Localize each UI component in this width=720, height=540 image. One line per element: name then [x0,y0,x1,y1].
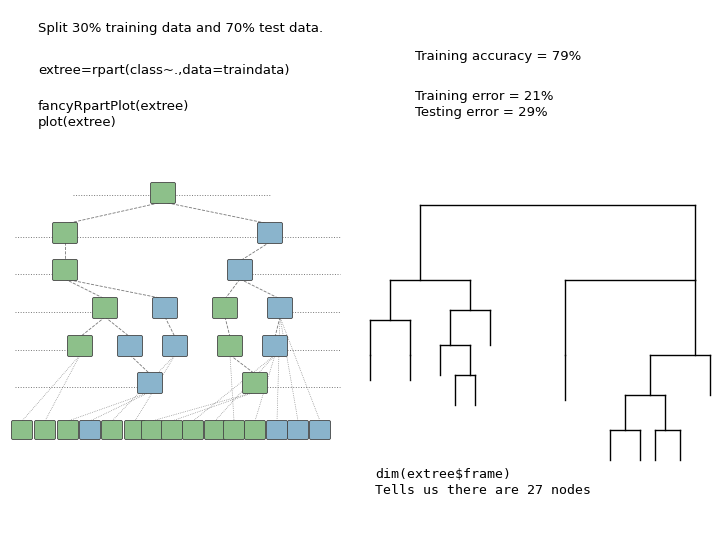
FancyBboxPatch shape [287,421,308,440]
FancyBboxPatch shape [212,298,238,319]
FancyBboxPatch shape [263,335,287,356]
Text: Training accuracy = 79%: Training accuracy = 79% [415,50,581,63]
FancyBboxPatch shape [223,421,245,440]
Text: extree=rpart(class~.,data=traindata): extree=rpart(class~.,data=traindata) [38,64,289,77]
FancyBboxPatch shape [117,335,143,356]
FancyBboxPatch shape [92,298,117,319]
Text: Tells us there are 27 nodes: Tells us there are 27 nodes [375,484,591,497]
FancyBboxPatch shape [182,421,204,440]
FancyBboxPatch shape [79,421,101,440]
FancyBboxPatch shape [161,421,182,440]
FancyBboxPatch shape [53,260,78,280]
FancyBboxPatch shape [142,421,163,440]
FancyBboxPatch shape [228,260,253,280]
FancyBboxPatch shape [204,421,225,440]
FancyBboxPatch shape [245,421,266,440]
FancyBboxPatch shape [102,421,122,440]
Text: Split 30% training data and 70% test data.: Split 30% training data and 70% test dat… [38,22,323,35]
FancyBboxPatch shape [35,421,55,440]
Text: Testing error = 29%: Testing error = 29% [415,106,548,119]
FancyBboxPatch shape [243,373,268,394]
FancyBboxPatch shape [258,222,282,244]
FancyBboxPatch shape [163,335,187,356]
FancyBboxPatch shape [68,335,92,356]
Text: plot(extree): plot(extree) [38,116,117,129]
FancyBboxPatch shape [217,335,243,356]
Text: Training error = 21%: Training error = 21% [415,90,554,103]
FancyBboxPatch shape [310,421,330,440]
FancyBboxPatch shape [138,373,163,394]
FancyBboxPatch shape [12,421,32,440]
FancyBboxPatch shape [58,421,78,440]
FancyBboxPatch shape [153,298,178,319]
FancyBboxPatch shape [125,421,145,440]
FancyBboxPatch shape [150,183,176,204]
FancyBboxPatch shape [268,298,292,319]
Text: fancyRpartPlot(extree): fancyRpartPlot(extree) [38,100,189,113]
Text: dim(extree$frame): dim(extree$frame) [375,468,511,481]
FancyBboxPatch shape [53,222,78,244]
FancyBboxPatch shape [266,421,287,440]
